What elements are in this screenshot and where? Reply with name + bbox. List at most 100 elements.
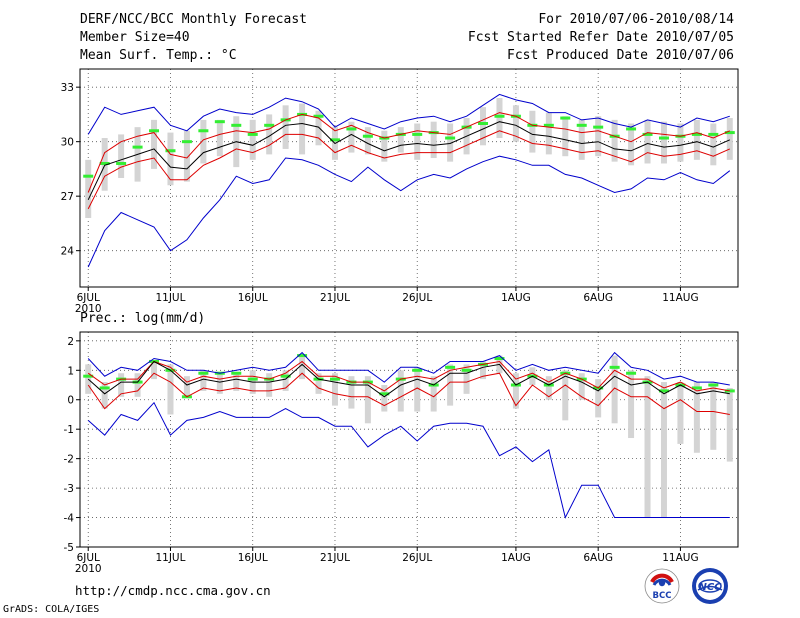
spread-bar <box>331 373 338 406</box>
x-tick-label: 26JUL <box>402 292 432 304</box>
bcc-logo: BCC <box>644 568 680 604</box>
forecast-marker <box>626 127 637 131</box>
spread-bar <box>562 370 569 421</box>
spread-bar <box>512 373 519 409</box>
spread-bar <box>266 114 273 155</box>
spread-bar <box>480 107 487 146</box>
forecast-marker <box>247 132 258 136</box>
forecast-marker <box>724 131 735 135</box>
series-line-upper <box>87 360 730 392</box>
spread-bar <box>529 110 536 153</box>
plot-frame <box>79 68 739 288</box>
x-tick-year: 2010 <box>75 303 102 315</box>
produced-date: Fcst Produced Date 2010/07/06 <box>507 48 734 63</box>
y-tick-label: 24 <box>61 246 75 258</box>
spread-bar <box>381 130 388 162</box>
x-tick-label: 26JUL <box>402 552 432 564</box>
spread-bar <box>249 119 256 160</box>
forecast-marker <box>445 365 456 369</box>
spread-bar <box>183 130 190 182</box>
forecast-period: For 2010/07/06-2010/08/14 <box>538 12 734 27</box>
spread-bar <box>282 105 289 149</box>
spread-bar <box>726 118 733 160</box>
ncc-logo-text: NCC <box>698 582 722 593</box>
forecast-marker <box>132 145 143 149</box>
x-tick-label: 11AUG <box>662 552 698 564</box>
forecast-marker <box>543 123 554 127</box>
spread-bar <box>266 373 273 397</box>
spread-bar <box>545 112 552 155</box>
forecast-marker <box>658 136 669 140</box>
spread-bar <box>693 382 700 453</box>
spread-bar <box>118 134 125 178</box>
forecast-marker <box>494 114 505 118</box>
forecast-marker <box>181 140 192 144</box>
spread-bar <box>628 370 635 439</box>
forecast-marker <box>609 365 620 369</box>
spread-bar <box>183 376 190 397</box>
x-tick-label: 6JUL <box>77 552 100 564</box>
spread-bar <box>315 373 322 394</box>
series-line-min <box>87 155 731 268</box>
x-tick-label: 11JUL <box>155 292 185 304</box>
forecast-marker <box>165 149 176 153</box>
spread-bar <box>216 119 223 157</box>
spread-bar <box>381 385 388 412</box>
y-tick-label: 27 <box>61 191 74 203</box>
forecast-marker <box>658 389 669 393</box>
spread-bar <box>233 373 240 391</box>
spread-bar <box>315 110 322 146</box>
x-tick-label: 1AUG <box>501 292 531 304</box>
forecast-marker <box>560 116 571 120</box>
series-line-mean <box>87 121 731 201</box>
start-date: Fcst Started Refer Date 2010/07/05 <box>467 30 734 45</box>
forecast-marker <box>231 371 242 375</box>
spread-bar <box>167 364 174 415</box>
x-tick-label: 1AUG <box>501 552 531 564</box>
forecast-marker <box>83 374 94 378</box>
spread-bar <box>414 367 421 412</box>
spread-bar <box>545 376 552 400</box>
spread-bar <box>496 98 503 139</box>
spread-bar <box>134 373 141 397</box>
spread-bar <box>167 132 174 186</box>
x-tick-label: 6JUL <box>77 292 100 304</box>
x-tick-label: 21JUL <box>320 292 350 304</box>
bcc-logo-text: BCC <box>653 591 672 601</box>
forecast-marker <box>313 114 324 118</box>
forecast-marker <box>247 377 258 381</box>
spread-bar <box>726 387 733 462</box>
y-tick-label: -5 <box>64 542 74 554</box>
y-tick-label: 30 <box>61 137 74 149</box>
spread-bar <box>216 373 223 394</box>
spread-bar <box>151 361 158 380</box>
spread-bar <box>348 121 355 153</box>
spread-bar <box>364 376 371 424</box>
series-line-upper <box>87 112 730 193</box>
spread-bar <box>430 376 437 412</box>
x-tick-year: 2010 <box>75 563 102 575</box>
spread-bar <box>644 119 651 164</box>
forecast-marker <box>691 132 702 136</box>
series-line-mean <box>87 360 730 398</box>
source-url[interactable]: http://cmdp.ncc.cma.gov.cn <box>75 583 271 598</box>
spread-bar <box>628 123 635 166</box>
forecast-marker <box>412 368 423 372</box>
forecast-marker <box>494 357 505 361</box>
grads-credit: GrADS: COLA/IGES <box>3 604 100 615</box>
forecast-marker <box>297 354 308 358</box>
temperature-panel: 33 30 27 24 6JUL 11JUL 16JUL 21JUL 26JUL 1AUG 6AUG… <box>61 68 739 315</box>
y-tick-label: -2 <box>64 454 74 466</box>
forecast-marker <box>116 161 127 165</box>
forecast-marker <box>329 138 340 142</box>
forecast-marker <box>198 371 209 375</box>
forecast-marker <box>346 127 357 131</box>
spread-bar <box>480 361 487 380</box>
spread-bar <box>414 123 421 160</box>
forecast-marker <box>99 386 110 390</box>
spread-bar <box>200 370 207 391</box>
forecast-marker <box>708 383 719 387</box>
spread-bar <box>299 103 306 155</box>
ncc-logo: NCC <box>692 568 728 604</box>
